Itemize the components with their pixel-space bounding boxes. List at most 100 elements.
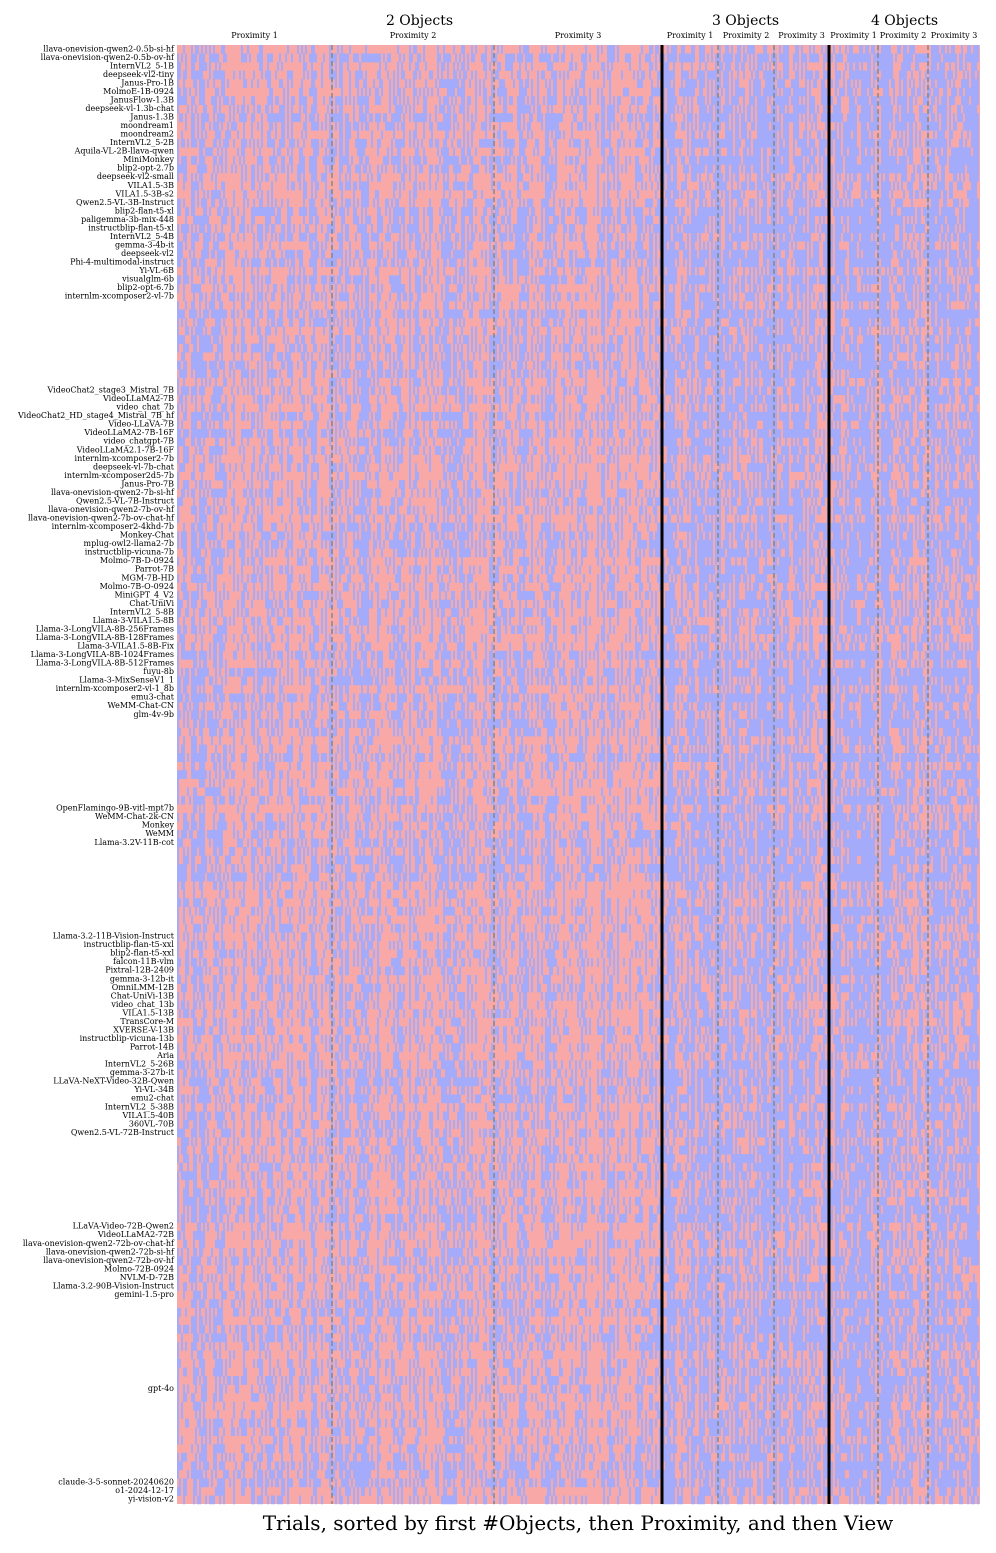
row-label: emu3-chat <box>131 693 175 702</box>
heatmap-row <box>177 573 977 583</box>
heatmap-row <box>177 343 979 353</box>
heatmap-row <box>177 1213 979 1223</box>
heatmap-row <box>177 676 979 686</box>
heatmap-row <box>177 1196 979 1206</box>
row-label: blip2-opt-6.7b <box>117 283 174 292</box>
heatmap-row <box>177 1427 979 1437</box>
heatmap-row <box>177 428 979 438</box>
heatmap-row <box>177 608 977 617</box>
subgroup-label: Proximity 1 <box>830 31 877 40</box>
row-label: OpenFlamingo-9B-vitl-mpt7b <box>56 804 174 813</box>
row-label: llava-onevision-qwen2-72b-ov-hf <box>43 1256 175 1265</box>
row-label: Qwen2.5-VL-72B-Instruct <box>71 1128 175 1137</box>
heatmap-row <box>177 1435 977 1445</box>
row-label: Llama-3-LongVILA-8B-256Frames <box>36 624 174 633</box>
row-label: llava-onevision-qwen2-7b-si-hf <box>51 488 175 497</box>
row-label: moondream1 <box>121 121 175 130</box>
heatmap-row <box>177 172 979 182</box>
subgroup-label: Proximity 3 <box>931 31 978 40</box>
heatmap-row <box>177 992 979 1001</box>
heatmap-row <box>177 497 979 507</box>
heatmap-row <box>183 1290 977 1300</box>
heatmap-row <box>177 1068 979 1078</box>
heatmap-row <box>177 514 977 524</box>
heatmap-row <box>177 975 979 984</box>
row-label: Yi-VL-34B <box>133 1085 174 1094</box>
row-label: o1-2024-12-17 <box>115 1486 174 1495</box>
heatmap-row <box>177 1367 977 1377</box>
row-label: VideoChat2_HD_stage4_Mistral_7B_hf <box>17 411 175 420</box>
heatmap-row <box>177 1418 975 1428</box>
heatmap-row <box>181 983 977 993</box>
heatmap-row <box>177 79 979 88</box>
heatmap-row <box>177 275 979 285</box>
heatmap-row <box>177 505 979 515</box>
subgroup-label: Proximity 2 <box>880 31 927 40</box>
heatmap-row <box>177 949 979 959</box>
heatmap-row <box>177 531 977 541</box>
row-label: LLaVA-Video-72B-Qwen2 <box>73 1222 174 1231</box>
heatmap-row <box>177 591 979 600</box>
heatmap-row <box>177 1230 977 1240</box>
heatmap-row <box>177 1051 979 1061</box>
heatmap-row <box>177 1085 977 1095</box>
row-label: Llama-3-MixSenseV1_1 <box>79 676 174 685</box>
row-label: video_chatgpt-7B <box>103 437 175 446</box>
heatmap-row <box>181 488 979 498</box>
row-label: Monkey <box>142 821 175 830</box>
row-label: VideoLLaMA2-7B <box>102 394 174 403</box>
row-label: Aria <box>156 1051 174 1060</box>
heatmap-row <box>177 898 977 908</box>
heatmap-row <box>177 787 977 797</box>
heatmap-row <box>177 1376 979 1385</box>
heatmap-row <box>177 650 977 660</box>
heatmap-row <box>177 966 977 976</box>
row-label: Pixtral-12B-2409 <box>105 966 174 975</box>
row-label: MolmoE-1B-0924 <box>103 87 174 96</box>
row-label: blip2-opt-2.7b <box>117 164 174 173</box>
heatmap-row <box>183 565 977 575</box>
heatmap-row <box>177 1060 977 1070</box>
heatmap-row <box>177 1469 979 1479</box>
row-label: llava-onevision-qwen2-72b-ov-chat-hf <box>23 1239 175 1248</box>
heatmap-row <box>177 795 979 805</box>
row-label: Llama-3-VILA1.5-8B-Fix <box>77 642 174 651</box>
heatmap-row <box>177 155 979 165</box>
heatmap-row <box>181 130 979 140</box>
heatmap-row <box>177 1486 977 1496</box>
row-label: VideoLLaMA2-7B-16F <box>83 428 174 437</box>
heatmap-row <box>177 1461 979 1471</box>
heatmap-row <box>179 1478 979 1488</box>
row-label: InternVL2_5-2B <box>110 138 174 147</box>
row-label: WeMM <box>145 829 174 838</box>
heatmap-row <box>177 744 977 754</box>
row-label: WeMM-Chat-CN <box>108 701 174 710</box>
row-label: Llama-3.2-90B-Vision-Instruct <box>53 1281 175 1290</box>
heatmap-row <box>177 847 979 856</box>
heatmap-row <box>177 104 977 114</box>
row-label: LLaVA-NeXT-Video-32B-Qwen <box>53 1077 174 1086</box>
heatmap-row <box>193 1017 977 1027</box>
heatmap-row <box>177 710 977 720</box>
row-label: Molmo-72B-0924 <box>104 1264 174 1273</box>
heatmap-row <box>177 309 979 319</box>
row-label: Janus-Pro-1B <box>120 78 174 87</box>
heatmap-row <box>183 821 977 831</box>
heatmap-row <box>177 1384 979 1394</box>
heatmap-row <box>179 394 979 404</box>
row-label: Molmo-7B-D-0924 <box>100 556 174 565</box>
heatmap-row <box>177 454 979 464</box>
heatmap-row <box>183 761 977 771</box>
heatmap-row <box>177 300 979 310</box>
heatmap-row <box>177 1077 979 1087</box>
row-label: fuyu-8b <box>143 667 174 676</box>
row-label: llava-onevision-qwen2-72b-si-hf <box>46 1247 175 1256</box>
heatmap-row <box>177 812 979 822</box>
heatmap-row <box>177 164 979 174</box>
heatmap-row <box>177 701 977 711</box>
row-label: Llama-3-VILA1.5-8B <box>93 616 174 625</box>
heatmap-row <box>177 642 979 652</box>
heatmap-row <box>191 1299 979 1309</box>
heatmap-row <box>177 386 975 396</box>
heatmap-row <box>177 318 975 327</box>
